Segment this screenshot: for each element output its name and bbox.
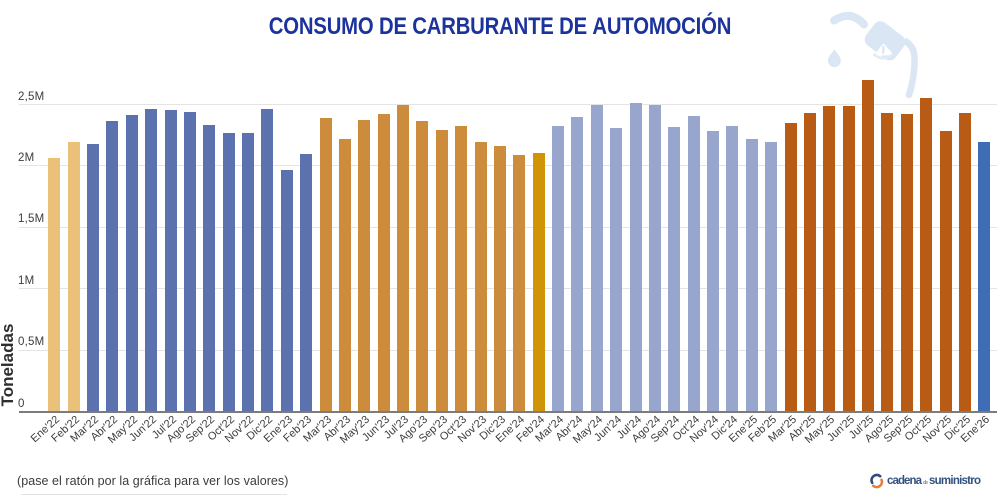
svg-text:suministro: suministro bbox=[929, 475, 981, 487]
svg-text:de: de bbox=[923, 480, 928, 486]
svg-text:cadena: cadena bbox=[887, 475, 923, 487]
